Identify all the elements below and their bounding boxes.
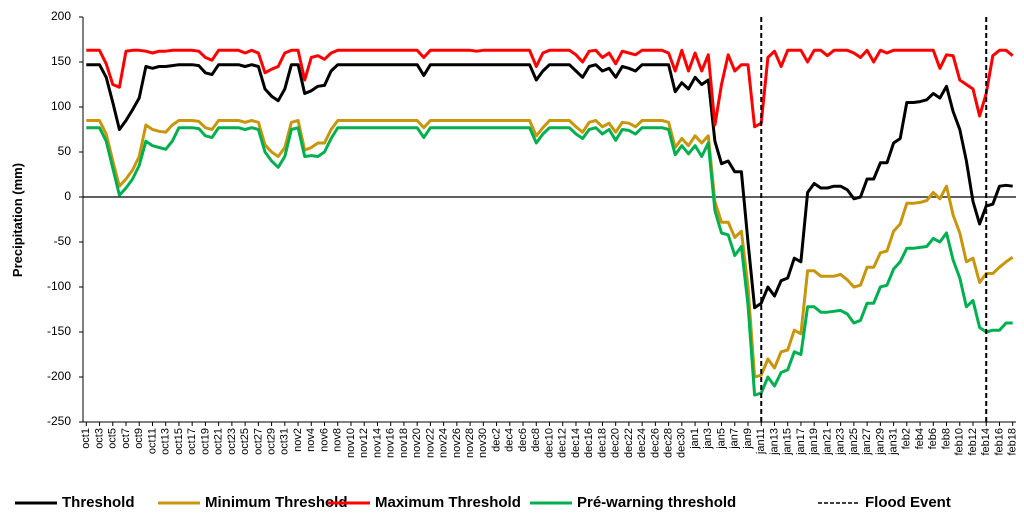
x-tick-label: oct21: [213, 428, 225, 455]
x-tick-label: jan29: [874, 428, 886, 456]
x-tick-label: feb4: [914, 428, 926, 449]
x-tick-label: oct1: [80, 428, 92, 449]
x-tick-label: oct9: [133, 428, 145, 449]
x-tick-label: dec14: [570, 428, 582, 458]
x-tick-label: dec24: [636, 428, 648, 458]
x-tick-label: dec6: [517, 428, 529, 452]
y-axis-label: Precipitation (mm): [10, 163, 25, 277]
series-line: [86, 126, 1013, 397]
x-tick-label: oct31: [279, 428, 291, 455]
y-tick-label: 100: [51, 99, 71, 113]
x-tick-label: nov30: [477, 428, 489, 458]
x-tick-label: dec30: [676, 428, 688, 458]
x-tick-label: oct19: [199, 428, 211, 455]
y-tick-label: -150: [47, 324, 71, 338]
x-tick-label: dec10: [543, 428, 555, 458]
x-tick-label: jan7: [729, 428, 741, 450]
y-tick-label: -250: [47, 414, 71, 428]
y-tick-label: -100: [47, 279, 71, 293]
x-tick-label: dec18: [596, 428, 608, 458]
x-tick-label: oct13: [160, 428, 172, 455]
x-tick-label: nov2: [292, 428, 304, 452]
x-tick-label: dec4: [504, 428, 516, 452]
x-tick-label: oct5: [107, 428, 119, 449]
series-line: [86, 63, 1013, 310]
x-tick-label: oct27: [252, 428, 264, 455]
x-tick-label: feb2: [901, 428, 913, 449]
x-tick-label: jan19: [808, 428, 820, 456]
x-tick-label: nov20: [411, 428, 423, 458]
legend-label: Threshold: [62, 494, 135, 511]
x-tick-label: dec2: [490, 428, 502, 452]
x-tick-label: feb6: [927, 428, 939, 449]
series-line: [86, 48, 1014, 129]
x-tick-label: oct11: [146, 428, 158, 454]
y-tick-label: 0: [64, 189, 71, 203]
x-tick-label: feb18: [1007, 428, 1019, 456]
x-tick-label: nov16: [385, 428, 397, 458]
y-tick-label: 200: [51, 9, 71, 23]
x-tick-label: oct7: [120, 428, 132, 449]
x-tick-label: jan15: [782, 428, 794, 456]
y-tick-label: -50: [54, 234, 72, 248]
x-tick-label: dec12: [557, 428, 569, 458]
x-tick-label: jan1: [689, 428, 701, 450]
x-tick-label: dec16: [583, 428, 595, 458]
x-tick-label: dec8: [530, 428, 542, 452]
x-tick-label: oct15: [173, 428, 185, 455]
x-tick-label: feb8: [940, 428, 952, 449]
x-tick-label: jan27: [861, 428, 873, 456]
legend-label: Minimum Threshold: [205, 494, 348, 511]
x-tick-label: nov24: [438, 428, 450, 458]
legend-label: Maximum Threshold: [375, 494, 521, 511]
x-tick-label: nov4: [305, 428, 317, 452]
x-tick-label: jan3: [702, 428, 714, 450]
x-tick-label: jan31: [887, 428, 899, 456]
x-tick-label: nov26: [451, 428, 463, 458]
x-tick-label: oct23: [226, 428, 238, 455]
legend-label: Pré-warning threshold: [577, 494, 736, 511]
x-tick-label: nov14: [371, 428, 383, 458]
series-line: [86, 119, 1014, 379]
x-tick-label: jan21: [821, 428, 833, 456]
x-tick-label: jan17: [795, 428, 807, 456]
y-tick-label: -200: [47, 369, 71, 383]
y-tick-label: 150: [51, 54, 71, 68]
x-tick-label: dec28: [663, 428, 675, 458]
x-tick-label: jan5: [715, 428, 727, 450]
x-tick-label: dec22: [623, 428, 635, 458]
x-tick-label: nov10: [345, 428, 357, 458]
x-tick-label: jan25: [848, 428, 860, 456]
x-tick-label: feb16: [993, 428, 1005, 456]
x-tick-label: feb12: [967, 428, 979, 456]
x-tick-label: dec20: [610, 428, 622, 458]
x-tick-label: nov6: [318, 428, 330, 452]
x-tick-label: dec26: [649, 428, 661, 458]
x-tick-label: oct3: [93, 428, 105, 449]
x-tick-label: jan23: [835, 428, 847, 456]
x-tick-label: jan13: [768, 428, 780, 456]
x-tick-label: feb10: [954, 428, 966, 456]
legend-label: Flood Event: [865, 494, 951, 511]
x-tick-label: nov22: [424, 428, 436, 458]
x-tick-label: oct29: [265, 428, 277, 455]
x-tick-label: oct25: [239, 428, 251, 455]
x-tick-label: nov18: [398, 428, 410, 458]
x-tick-label: jan11: [755, 428, 767, 455]
x-tick-label: nov28: [464, 428, 476, 458]
x-tick-label: nov8: [332, 428, 344, 452]
x-tick-label: oct17: [186, 428, 198, 455]
x-tick-label: feb14: [980, 428, 992, 456]
x-tick-label: nov12: [358, 428, 370, 458]
x-tick-label: jan9: [742, 428, 754, 450]
y-tick-label: 50: [58, 144, 72, 158]
